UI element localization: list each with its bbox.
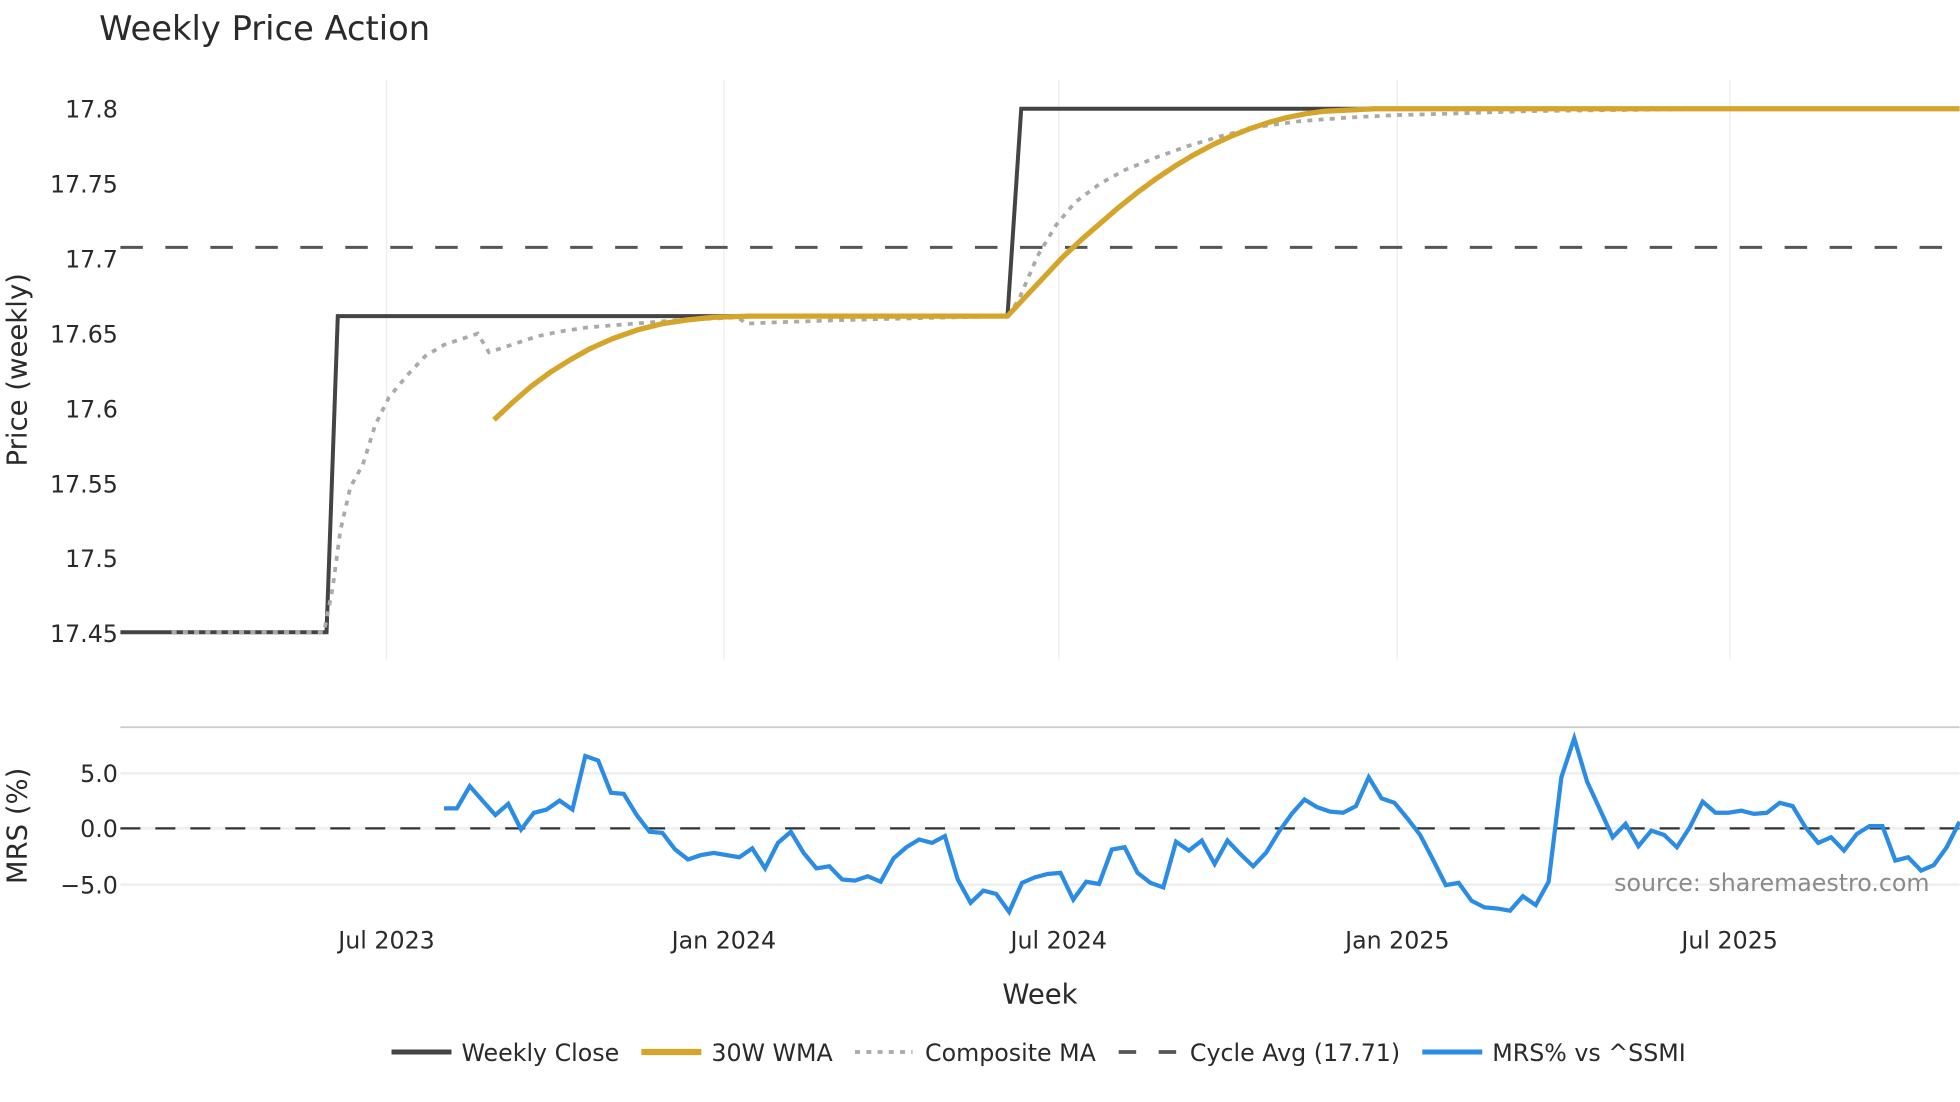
y-tick: 0.0: [80, 815, 118, 843]
composite-ma-line: [171, 106, 1960, 635]
weekly-close-line: [120, 106, 1960, 635]
mrs-y-axis-title: MRS (%): [2, 768, 34, 885]
y-tick: 17.6: [65, 395, 118, 423]
x-axis-title: Week: [1002, 978, 1077, 1010]
y-tick: 17.65: [50, 320, 118, 348]
y-tick: 17.75: [50, 170, 118, 198]
y-tick: 17.5: [65, 545, 118, 573]
legend-label: 30W WMA: [711, 1039, 833, 1067]
x-tick: Jul 2023: [336, 926, 435, 954]
legend: Weekly Close 30W WMA Composite MA Cycle …: [391, 1039, 1686, 1067]
x-tick: Jul 2024: [1008, 926, 1107, 954]
price-gridlines: [385, 79, 1731, 660]
source-label: source: sharemaestro.com: [1614, 869, 1929, 897]
y-tick: 17.55: [50, 470, 118, 498]
legend-item-composite-ma[interactable]: Composite MA: [855, 1039, 1097, 1067]
legend-label: Cycle Avg (17.71): [1190, 1039, 1400, 1067]
wma-line: [492, 106, 1960, 422]
y-tick: 5.0: [80, 760, 118, 788]
x-tick: Jan 2024: [670, 926, 776, 954]
legend-item-cycle-avg[interactable]: Cycle Avg (17.71): [1118, 1039, 1400, 1067]
y-tick: 17.8: [65, 95, 118, 123]
y-tick: 17.45: [50, 620, 118, 648]
legend-item-mrs[interactable]: MRS% vs ^SSMI: [1422, 1039, 1686, 1067]
x-tick: Jul 2025: [1679, 926, 1778, 954]
x-ticks: Jul 2023 Jan 2024 Jul 2024 Jan 2025 Jul …: [336, 926, 1778, 954]
mrs-line: [443, 731, 1960, 917]
x-tick: Jan 2025: [1343, 926, 1449, 954]
price-y-ticks: 17.8 17.75 17.7 17.65 17.6 17.55 17.5 17…: [50, 95, 118, 648]
legend-item-weekly-close[interactable]: Weekly Close: [391, 1039, 620, 1067]
legend-label: Composite MA: [925, 1039, 1097, 1067]
legend-item-wma[interactable]: 30W WMA: [641, 1039, 833, 1067]
y-tick: 17.7: [65, 245, 118, 273]
chart-title: Weekly Price Action: [99, 9, 430, 48]
legend-label: MRS% vs ^SSMI: [1492, 1039, 1685, 1067]
legend-label: Weekly Close: [461, 1039, 619, 1067]
mrs-y-ticks: 5.0 0.0 −5.0: [60, 760, 118, 899]
y-tick: −5.0: [60, 871, 118, 899]
price-y-axis-title: Price (weekly): [2, 273, 34, 466]
